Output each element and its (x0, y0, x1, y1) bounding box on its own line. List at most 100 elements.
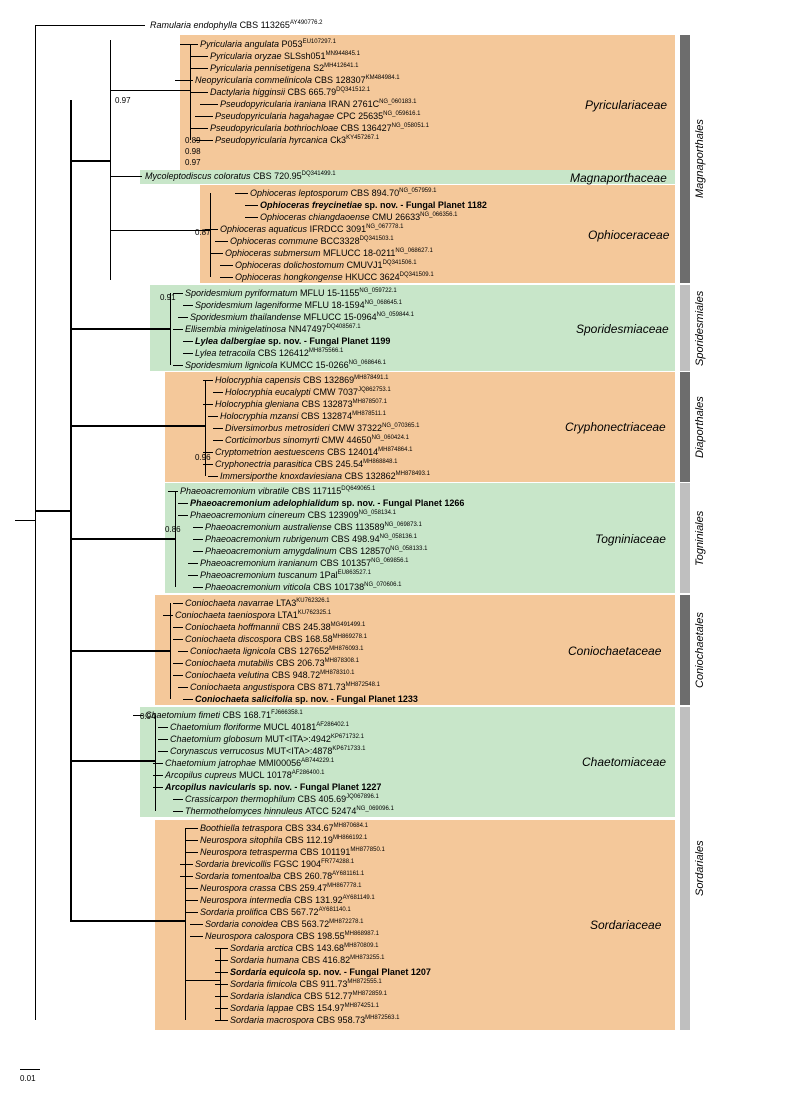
family-label: Togniniaceae (595, 532, 666, 546)
taxon-label: Sordaria islandica CBS 512.77MH872859.1 (230, 991, 387, 1002)
taxon-label: Phaeoacremonium tuscanum 1PalEU863527.1 (200, 570, 371, 581)
taxon-label: Ophioceras leptosporum CBS 894.70NG_0579… (250, 188, 436, 199)
order-label: Sporidesmiales (694, 285, 706, 371)
support-value: 0.96 (195, 453, 211, 462)
family-label: Sordariaceae (590, 918, 661, 932)
taxon-label: Sordaria arctica CBS 143.68MH870809.1 (230, 943, 378, 954)
taxon-label: Chaetomium globosum MUT<ITA>:4942KP67173… (170, 734, 364, 745)
taxon-label: Thermothelomyces hinnuleus ATCC 52474NG_… (185, 806, 394, 817)
taxon-label: Crassicarpon thermophilum CBS 405.69JQ06… (185, 794, 379, 805)
taxon-label: Coniochaeta lignicola CBS 127652MH876093… (190, 646, 363, 657)
support-value: 0.97 (115, 96, 131, 105)
taxon-label: Coniochaeta mutabilis CBS 206.73MH878308… (185, 658, 359, 669)
taxon-label: Ophioceras aquaticus IFRDCC 3091NG_06777… (220, 224, 403, 235)
taxon-label: Coniochaeta taeniospora LTA1KU762325.1 (175, 610, 331, 621)
taxon-label: Holocryphia gleniana CBS 132873MH878507.… (215, 399, 387, 410)
taxon-label: Phaeoacremonium rubrigenum CBS 498.94NG_… (205, 534, 417, 545)
order-label: Magnaporthales (694, 35, 706, 283)
order-bar (680, 595, 690, 705)
taxon-label: Sordaria humana CBS 416.82MH873255.1 (230, 955, 384, 966)
scale-bar (20, 1069, 40, 1070)
taxon-label: Ophioceras submersum MFLUCC 18-0211NG_06… (225, 248, 433, 259)
order-label: Diaporthales (694, 372, 706, 482)
family-label: Sporidesmiaceae (576, 322, 669, 336)
taxon-label: Phaeoacremonium amygdalinum CBS 128570NG… (205, 546, 428, 557)
taxon-label: Coniochaeta discospora CBS 168.58MH86927… (185, 634, 367, 645)
scale-label: 0.01 (20, 1074, 36, 1083)
family-label: Pyriculariaceae (585, 98, 667, 112)
taxon-label: Boothiella tetraspora CBS 334.67MH870684… (200, 823, 368, 834)
taxon-label: Ophioceras hongkongense HKUCC 3624DQ3415… (235, 272, 434, 283)
taxon-label: Neurospora intermedia CBS 131.92AY681149… (200, 895, 375, 906)
taxon-label: Sporidesmium lageniforme MFLU 18-1594NG_… (195, 300, 402, 311)
taxon-label: Coniochaeta salicifolia sp. nov. - Funga… (195, 694, 418, 705)
taxon-label: Lylea dalbergiae sp. nov. - Fungal Plane… (195, 336, 390, 347)
taxon-label: Chaetomium floriforme MUCL 40181AF286402… (170, 722, 349, 733)
order-bar (680, 372, 690, 482)
taxon-label: Phaeoacremonium viticola CBS 101738NG_07… (205, 582, 401, 593)
taxon-label: Coniochaeta navarrae LTA3KU762326.1 (185, 598, 330, 609)
taxon-label: Phaeoacremonium vibratile CBS 117115DQ64… (180, 486, 375, 497)
order-bar (680, 285, 690, 371)
taxon-label: Ophioceras freycinetiae sp. nov. - Funga… (260, 200, 487, 211)
taxon-label: Phaeoacremonium adelophialidum sp. nov. … (190, 498, 464, 509)
taxon-label: Sporidesmium pyriformatum MFLU 15-1155NG… (185, 288, 397, 299)
support-value: 0.94 (140, 712, 156, 721)
taxon-label: Ophioceras dolichostomum CMUVJ1DQ341506.… (235, 260, 417, 271)
taxon-label: Sporidesmium thailandense MFLUCC 15-0964… (190, 312, 414, 323)
taxon-label: Immersiporthe knoxdaviesiana CBS 132862M… (220, 471, 430, 482)
taxon-label: Sordaria tomentoalba CBS 260.78AY681161.… (195, 871, 364, 882)
family-label: Coniochaetaceae (568, 644, 661, 658)
taxon-label: Pyricularia oryzae SLSsh051MN944845.1 (210, 51, 360, 62)
taxon-label: Ramularia endophylla CBS 113265AY490776.… (150, 20, 323, 31)
order-label: Togniniales (694, 483, 706, 593)
order-bar (680, 707, 690, 1030)
taxon-label: Corticimorbus sinomyrti CMW 44650NG_0604… (225, 435, 409, 446)
order-bar (680, 35, 690, 283)
taxon-label: Sordaria conoidea CBS 563.72MH872278.1 (205, 919, 363, 930)
taxon-label: Holocryphia mzansi CBS 132874MH878511.1 (220, 411, 386, 422)
taxon-label: Cryphonectria parasitica CBS 245.54MH868… (215, 459, 397, 470)
taxon-label: Holocryphia eucalypti CMW 7037JQ862753.1 (225, 387, 391, 398)
taxon-label: Neurospora calospora CBS 198.55MH868987.… (205, 931, 379, 942)
family-label: Cryphonectriaceae (565, 420, 666, 434)
taxon-label: Phaeoacremonium iranianum CBS 101357NG_0… (200, 558, 409, 569)
taxon-label: Chaetomium jatrophae MMI00056AB744229.1 (165, 758, 334, 769)
taxon-label: Chaetomium fimeti CBS 168.71FJ666358.1 (145, 710, 303, 721)
taxon-label: Coniochaeta angustispora CBS 871.73MH872… (190, 682, 380, 693)
taxon-label: Mycoleptodiscus coloratus CBS 720.95DQ34… (145, 171, 336, 182)
taxon-label: Pseudopyricularia hyrcanica Ck3KY457267.… (215, 135, 379, 146)
taxon-label: Sordaria prolifica CBS 567.72AY681140.1 (200, 907, 351, 918)
order-bar (680, 483, 690, 593)
taxon-label: Neopyricularia commelinicola CBS 128307K… (195, 75, 400, 86)
support-value: 0.98 (185, 147, 201, 156)
taxon-label: Coniochaeta hoffmannii CBS 245.38MG49149… (185, 622, 365, 633)
taxon-label: Cryptometrion aestuescens CBS 124014MH87… (215, 447, 412, 458)
support-value: 0.91 (160, 293, 176, 302)
support-value: 0.97 (185, 158, 201, 167)
support-value: 0.86 (165, 525, 181, 534)
taxon-label: Pseudopyricularia bothriochloae CBS 1364… (210, 123, 429, 134)
taxon-label: Lylea tetracoila CBS 126412MH875566.1 (195, 348, 343, 359)
taxon-label: Sordaria lappae CBS 154.97MH874251.1 (230, 1003, 379, 1014)
order-label: Sordariales (694, 707, 706, 1030)
order-label: Coniochaetales (694, 595, 706, 705)
taxon-label: Pyricularia angulata P053EU107297.1 (200, 39, 336, 50)
taxon-label: Neurospora tetrasperma CBS 101191MH87785… (200, 847, 385, 858)
taxon-label: Diversimorbus metrosideri CMW 37322NG_07… (225, 423, 419, 434)
taxon-label: Corynascus verrucosus MUT<ITA>:4878KP671… (170, 746, 365, 757)
taxon-label: Neurospora crassa CBS 259.47MH867778.1 (200, 883, 361, 894)
taxon-label: Neurospora sitophila CBS 112.19MH866192.… (200, 835, 367, 846)
taxon-label: Ophioceras chiangdaoense CMU 26633NG_066… (260, 212, 457, 223)
taxon-label: Sordaria equicola sp. nov. - Fungal Plan… (230, 967, 431, 978)
taxon-label: Sordaria brevicollis FGSC 1904FR774288.1 (195, 859, 354, 870)
taxon-label: Arcopilus navicularis sp. nov. - Fungal … (165, 782, 381, 793)
taxon-label: Pseudopyricularia hagahagae CPC 25635NG_… (215, 111, 421, 122)
taxon-label: Sordaria macrospora CBS 958.73MH872563.1 (230, 1015, 399, 1026)
phylogenetic-tree: PyriculariaceaeMagnaporthaceaeOphiocerac… (10, 10, 785, 1085)
family-label: Magnaporthaceae (570, 171, 667, 185)
taxon-label: Sporidesmium lignicola KUMCC 15-0266NG_0… (185, 360, 386, 371)
taxon-label: Ophioceras commune BCC3328DQ341503.1 (230, 236, 394, 247)
taxon-label: Holocryphia capensis CBS 132869MH878491.… (215, 375, 388, 386)
family-label: Chaetomiaceae (582, 755, 666, 769)
